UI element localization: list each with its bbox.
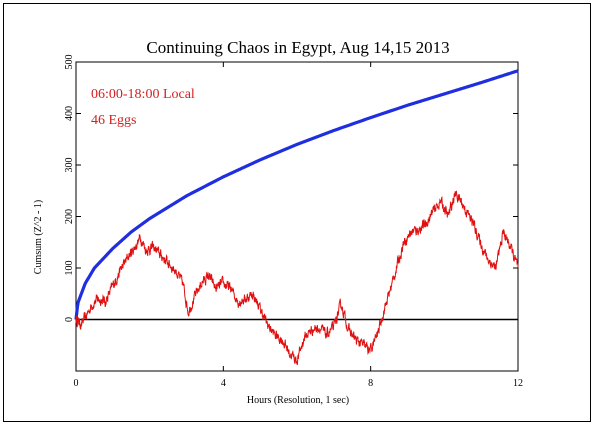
x-tick-label: 4 [221, 378, 226, 389]
series-probability-envelope [74, 69, 519, 320]
x-tick-label: 0 [74, 378, 79, 389]
y-tick-label: 0 [64, 317, 75, 322]
plot-border [75, 61, 519, 372]
y-tick-label: 400 [64, 106, 75, 121]
y-tick-label: 300 [64, 158, 75, 173]
series-cumulative-deviation [75, 190, 519, 366]
annotation-egg-count: 46 Eggs [91, 113, 137, 128]
chart: Continuing Chaos in Egypt, Aug 14,15 201… [33, 38, 523, 406]
x-tick-label: 8 [368, 378, 373, 389]
y-tick-label: 200 [64, 209, 75, 224]
chart-frame: Continuing Chaos in Egypt, Aug 14,15 201… [3, 3, 591, 422]
y-tick-label: 500 [64, 55, 75, 70]
x-axis-label: Hours (Resolution, 1 sec) [247, 395, 349, 406]
x-tick-label: 12 [513, 378, 523, 389]
y-tick-label: 100 [64, 261, 75, 276]
y-axis-label: Cumsum (Z^2 - 1) [33, 200, 44, 274]
plot-area: 0 100 200 300 400 500 0 4 8 12 [64, 55, 523, 390]
chart-title: Continuing Chaos in Egypt, Aug 14,15 201… [146, 38, 449, 57]
annotation-time-window: 06:00-18:00 Local [91, 87, 195, 102]
